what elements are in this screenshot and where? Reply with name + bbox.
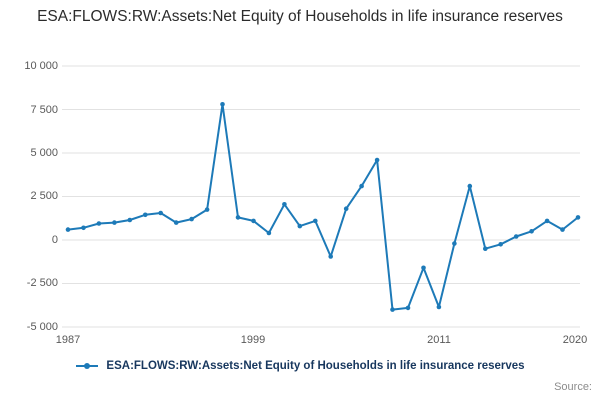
y-tick-label: 0 (51, 234, 58, 246)
legend-item[interactable]: ESA:FLOWS:RW:Assets:Net Equity of Househ… (0, 360, 600, 372)
x-tick-label: 2011 (427, 334, 451, 346)
data-series-line (65, 102, 581, 312)
y-tick-label: 10 000 (24, 60, 58, 72)
source-label: Source: (554, 381, 592, 393)
y-tick-label: -5 000 (26, 321, 58, 333)
x-tick-label: 1987 (55, 334, 81, 346)
legend-label: ESA:FLOWS:RW:Assets:Net Equity of Househ… (106, 360, 525, 372)
gridlines (62, 65, 580, 328)
chart-title: ESA:FLOWS:RW:Assets:Net Equity of Househ… (37, 8, 563, 25)
y-tick-label: 5 000 (30, 147, 58, 159)
x-tick-label: 2020 (562, 334, 588, 346)
y-tick-label: -2 500 (26, 277, 58, 289)
y-tick-label: 2 500 (30, 190, 58, 202)
x-tick-label: 1999 (240, 334, 266, 346)
y-tick-label: 7 500 (30, 104, 58, 116)
legend-line-icon (76, 363, 99, 369)
